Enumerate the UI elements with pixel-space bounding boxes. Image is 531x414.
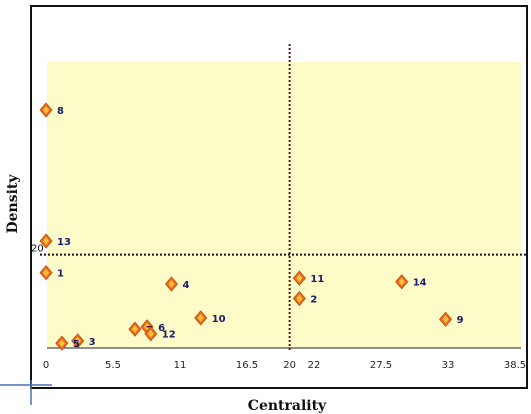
data-point-highlight xyxy=(296,294,303,303)
data-point-label: 1 xyxy=(57,269,64,280)
data-point-highlight xyxy=(131,325,138,334)
x-tick-label: 20 xyxy=(283,360,296,371)
x-tick-label: 33 xyxy=(442,360,455,371)
data-point-label: 10 xyxy=(212,314,226,325)
data-point-label: 8 xyxy=(57,106,64,117)
data-point-highlight xyxy=(58,339,65,348)
y-axis-title: Density xyxy=(5,174,21,234)
data-point-highlight xyxy=(147,329,154,338)
data-point-highlight xyxy=(442,315,449,324)
x-tick-label: 22 xyxy=(308,360,321,371)
data-point-label: 14 xyxy=(413,278,427,289)
horizontal-reference-label: 20 xyxy=(31,244,44,255)
x-axis-title: Centrality xyxy=(248,398,327,414)
data-point-label: 5 xyxy=(73,339,80,350)
data-point-highlight xyxy=(43,268,49,277)
data-point-label: 13 xyxy=(57,237,71,248)
x-tick-label: 27.5 xyxy=(370,360,392,371)
data-point-highlight xyxy=(43,237,49,246)
data-point-label: 3 xyxy=(89,337,96,348)
x-tick-label: 16.5 xyxy=(236,360,258,371)
x-tick-label: 0 xyxy=(43,360,49,371)
data-point-label: 6 xyxy=(158,323,165,334)
data-point-highlight xyxy=(168,279,175,288)
data-point-highlight xyxy=(398,277,405,286)
data-point-highlight xyxy=(296,274,303,283)
x-tick-label: 38.5 xyxy=(504,360,526,371)
x-tick-label: 5.5 xyxy=(105,360,121,371)
data-point-label: 4 xyxy=(182,280,189,291)
data-point-label: 9 xyxy=(457,315,464,326)
x-tick-label: 11 xyxy=(174,360,187,371)
data-point-highlight xyxy=(74,336,81,345)
data-point-highlight xyxy=(43,106,49,114)
data-point-label: 12 xyxy=(162,330,176,341)
data-point-highlight xyxy=(197,313,204,322)
plot-area xyxy=(47,62,521,348)
data-point-label: 11 xyxy=(310,274,324,285)
data-point-label: 2 xyxy=(310,294,317,305)
